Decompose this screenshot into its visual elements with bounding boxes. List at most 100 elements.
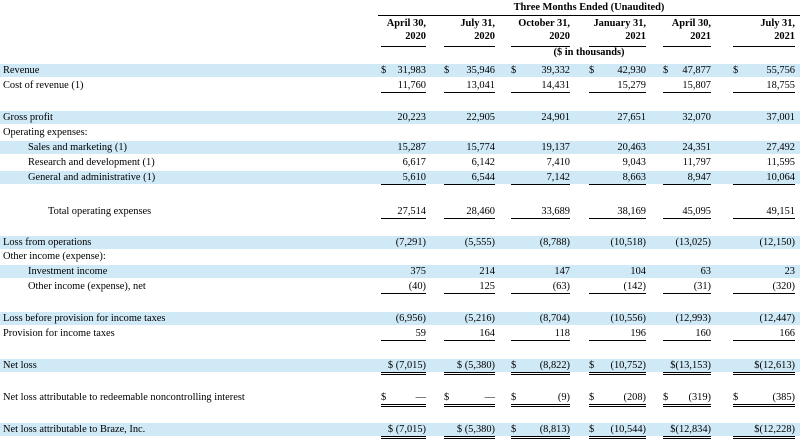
value-cell: $39,332 <box>511 64 570 77</box>
value-number: 6,544 <box>471 172 495 183</box>
value-cell: $ (8,813) <box>511 423 570 439</box>
value-cell: 19,137 <box>511 141 570 154</box>
row-label: Total operating expenses <box>48 206 152 217</box>
value-cell: (5,555) <box>444 236 495 249</box>
value-cell: 15,807 <box>663 79 711 93</box>
value-number: 8,947 <box>687 172 711 183</box>
value-number: 18,755 <box>766 80 795 91</box>
value-cell: 11,797 <box>663 156 711 169</box>
super-header: Three Months Ended (Unaudited) <box>513 2 665 13</box>
column-header-line1: April 30, <box>671 18 711 29</box>
value-number: (13,025) <box>675 237 712 248</box>
value-number: 5,610 <box>402 172 426 183</box>
value-cell: (40) <box>381 280 426 294</box>
row-label: Other income (expense), net <box>28 281 146 292</box>
row-label: Loss before provision for income taxes <box>3 313 166 324</box>
value-number: 27,492 <box>766 142 795 153</box>
value-number: 15,279 <box>617 80 646 91</box>
value-cell: (8,704) <box>511 312 570 325</box>
value-cell: 375 <box>381 265 426 278</box>
value-cell: 7,142 <box>511 171 570 185</box>
value-number: — <box>415 392 426 403</box>
dollar-sign: $ <box>589 360 595 371</box>
value-cell: $47,877 <box>663 64 711 77</box>
value-number: 10,064 <box>766 172 795 183</box>
value-number: 125 <box>479 281 495 292</box>
super-header-rule <box>378 15 800 16</box>
value-cell: (320) <box>733 280 795 294</box>
value-cell: $ (7,015) <box>381 359 426 375</box>
value-number: 104 <box>630 266 646 277</box>
dollar-sign: $ <box>589 392 595 403</box>
value-number: 375 <box>410 266 426 277</box>
value-number: 59 <box>415 328 426 339</box>
column-header-line1: January 31, <box>593 18 646 29</box>
value-cell: 24,901 <box>511 111 570 124</box>
dollar-sign: $ <box>589 65 595 76</box>
value-cell: (12,447) <box>733 312 796 325</box>
value-number: 27,651 <box>617 112 646 123</box>
value-cell: 59 <box>381 327 426 341</box>
value-number: $(13,153) <box>670 360 711 371</box>
value-cell: (31) <box>663 280 711 294</box>
value-number: (8,813) <box>539 424 570 435</box>
row-operating-expenses-heading: Operating expenses: <box>0 126 800 139</box>
row-gross-profit: Gross profit 20,223 22,905 24,901 27,651 32,0… <box>0 111 800 124</box>
value-cell: $ (10,544) <box>589 423 646 439</box>
value-cell: (13,025) <box>663 236 712 249</box>
column-header-4: January 31, 2021 <box>589 17 646 43</box>
value-number: 11,797 <box>682 157 711 168</box>
value-number: (385) <box>772 392 795 403</box>
value-cell: 10,064 <box>733 171 795 185</box>
column-header-1: April 30, 2020 <box>381 17 426 43</box>
row-general-and-administrative: General and administrative (1) 5,610 6,544… <box>0 171 800 185</box>
row-label: Other income (expense): <box>3 251 106 262</box>
value-number: 147 <box>554 266 570 277</box>
value-number: 47,877 <box>682 65 711 76</box>
value-cell: 37,001 <box>733 111 795 124</box>
dollar-sign: $ <box>511 65 517 76</box>
column-header-6: July 31, 2021 <box>733 17 795 43</box>
row-other-income-heading: Other income (expense): <box>0 250 800 263</box>
row-label: Net loss attributable to Braze, Inc. <box>3 424 146 435</box>
value-cell: $ (5,380) <box>444 423 495 439</box>
value-number: 11,595 <box>766 157 795 168</box>
row-label: Loss from operations <box>3 237 92 248</box>
value-number: (12,993) <box>675 313 712 324</box>
dollar-sign: $ <box>511 360 517 371</box>
value-cell: $(12,613) <box>733 359 795 375</box>
value-cell: 6,617 <box>381 156 426 169</box>
value-cell: $ — <box>381 391 426 407</box>
value-cell: (12,993) <box>663 312 712 325</box>
table-header: Three Months Ended (Unaudited) April 30,… <box>0 0 800 62</box>
column-header-rule <box>663 46 711 47</box>
value-cell: $55,756 <box>733 64 795 77</box>
row-label: Provision for income taxes <box>3 328 115 339</box>
value-cell: 6,142 <box>444 156 495 169</box>
row-label: Investment income <box>28 266 108 277</box>
value-number: 23 <box>784 266 795 277</box>
value-cell: 14,431 <box>511 79 570 93</box>
value-cell: 20,463 <box>589 141 646 154</box>
value-number: 13,041 <box>466 80 495 91</box>
value-number: (63) <box>552 281 570 292</box>
value-number: (10,544) <box>610 424 647 435</box>
value-cell: 8,663 <box>589 171 646 185</box>
value-number: 15,287 <box>397 142 426 153</box>
value-number: (5,216) <box>464 313 495 324</box>
value-number: (10,518) <box>610 237 647 248</box>
value-cell: (142) <box>589 280 646 294</box>
column-header-line1: July 31, <box>760 18 795 29</box>
column-header-rule <box>381 46 426 47</box>
value-cell: 49,151 <box>733 205 795 219</box>
value-number: 22,905 <box>466 112 495 123</box>
value-number: $(12,228) <box>754 424 795 435</box>
value-cell: 196 <box>589 327 646 341</box>
row-sales-and-marketing: Sales and marketing (1) 15,287 15,774 19,13… <box>0 141 800 154</box>
row-label: Gross profit <box>3 112 53 123</box>
value-number: 7,410 <box>546 157 570 168</box>
value-cell: $ (385) <box>733 391 795 407</box>
value-cell: $35,946 <box>444 64 495 77</box>
value-cell: 27,492 <box>733 141 795 154</box>
column-header-line2: 2020 <box>474 31 495 42</box>
